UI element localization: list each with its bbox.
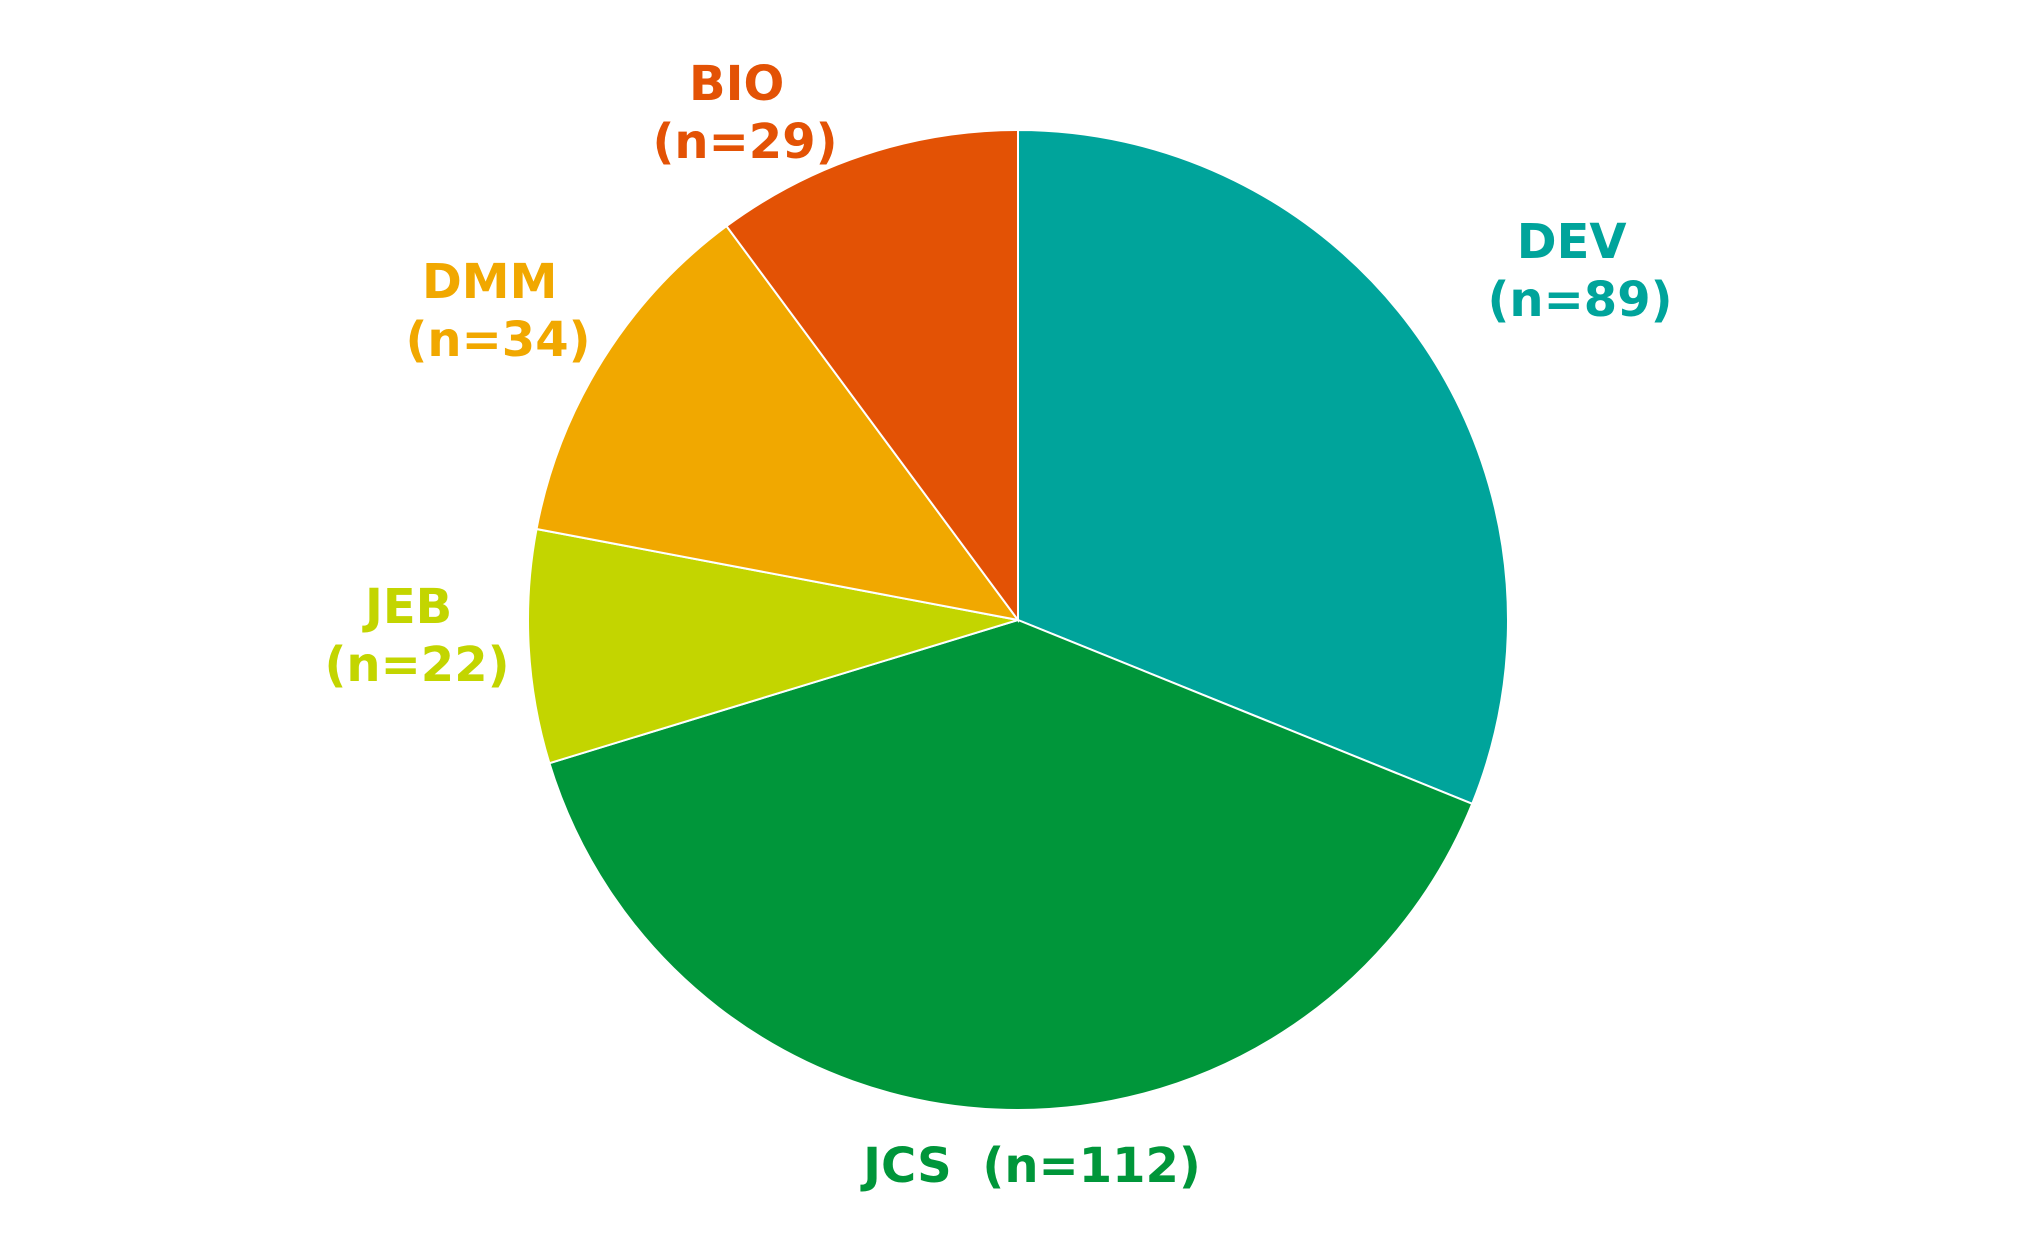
- label-bio-name: BIO: [689, 56, 784, 112]
- label-jeb-name: JEB: [362, 579, 452, 635]
- label-dev: DEV (n=89): [1487, 214, 1672, 328]
- label-dmm-count: (n=34): [405, 312, 590, 368]
- label-jcs-name: JCS: [860, 1138, 952, 1194]
- pie-slice-dmm: [535, 224, 1021, 622]
- label-dev-count: (n=89): [1487, 272, 1672, 328]
- label-dev-name: DEV: [1517, 214, 1627, 270]
- label-jcs-count: (n=112): [982, 1138, 1200, 1194]
- label-bio-count: (n=29): [652, 114, 837, 170]
- pie-slice-bio: [725, 128, 1019, 624]
- label-bio: BIO (n=29): [652, 56, 837, 170]
- pie-slice-jcs: [548, 618, 1474, 1111]
- pie-slices: [527, 128, 1509, 1111]
- label-jeb-count: (n=22): [324, 637, 509, 693]
- pie-slice-dev: [1017, 128, 1509, 806]
- label-dmm-name: DMM: [422, 254, 557, 310]
- pie-labels: DEV (n=89) JCS (n=112) JEB (n=22) DMM (n…: [324, 56, 1672, 1194]
- label-jcs: JCS (n=112): [860, 1138, 1201, 1194]
- pie-slice-jeb: [527, 527, 1019, 765]
- label-dmm: DMM (n=34): [405, 254, 590, 368]
- label-jeb: JEB (n=22): [324, 579, 509, 693]
